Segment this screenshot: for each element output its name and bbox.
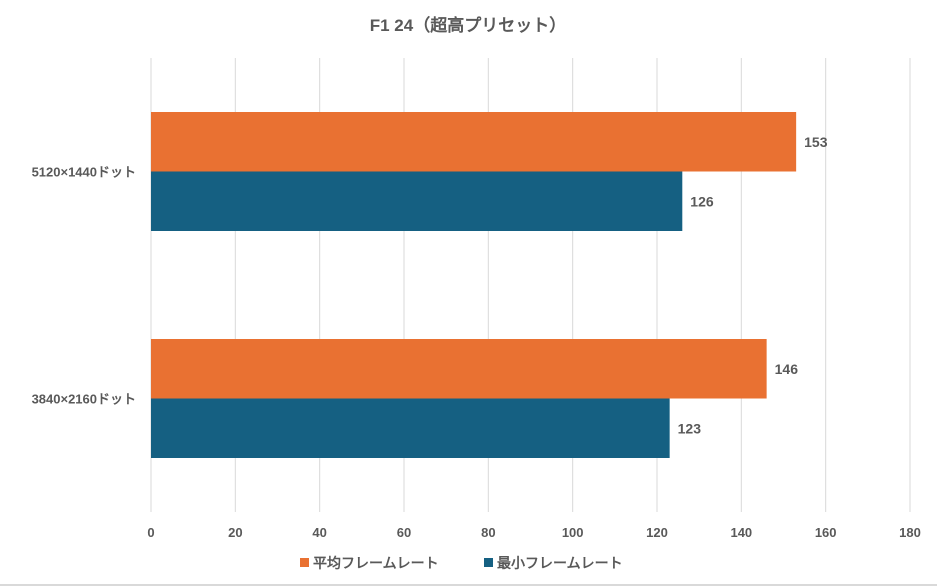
legend: 平均フレームレート 最小フレームレート — [300, 555, 623, 571]
x-tick-label: 0 — [147, 525, 154, 540]
legend-label: 最小フレームレート — [497, 555, 623, 571]
category-label: 3840×2160ドット — [32, 392, 136, 407]
category-label: 5120×1440ドット — [32, 165, 136, 180]
x-tick-label: 160 — [815, 525, 837, 540]
legend-label: 平均フレームレート — [313, 555, 439, 571]
legend-swatch — [300, 558, 309, 567]
x-tick-label: 20 — [228, 525, 242, 540]
data-label: 153 — [804, 134, 828, 150]
bar-avg-0 — [151, 112, 797, 172]
bar-avg-1 — [151, 339, 767, 399]
chart-title: F1 24（超高プリセット） — [370, 15, 566, 35]
x-tick-label: 40 — [312, 525, 326, 540]
x-tick-label: 140 — [730, 525, 752, 540]
data-label: 146 — [775, 361, 799, 377]
data-label: 123 — [678, 420, 702, 436]
bar-min-1 — [151, 398, 670, 458]
bars — [151, 112, 797, 458]
x-tick-label: 120 — [646, 525, 668, 540]
x-tick-labels: 0 20 40 60 80 100 120 140 160 180 — [147, 525, 920, 540]
x-tick-label: 100 — [562, 525, 584, 540]
x-tick-label: 180 — [899, 525, 921, 540]
legend-swatch — [484, 558, 493, 567]
data-labels: 153 126 146 123 — [678, 134, 828, 437]
data-label: 126 — [690, 193, 714, 209]
bar-min-0 — [151, 171, 683, 231]
x-tick-label: 60 — [397, 525, 411, 540]
x-tick-label: 80 — [481, 525, 495, 540]
category-labels: 5120×1440ドット 3840×2160ドット — [32, 165, 136, 407]
